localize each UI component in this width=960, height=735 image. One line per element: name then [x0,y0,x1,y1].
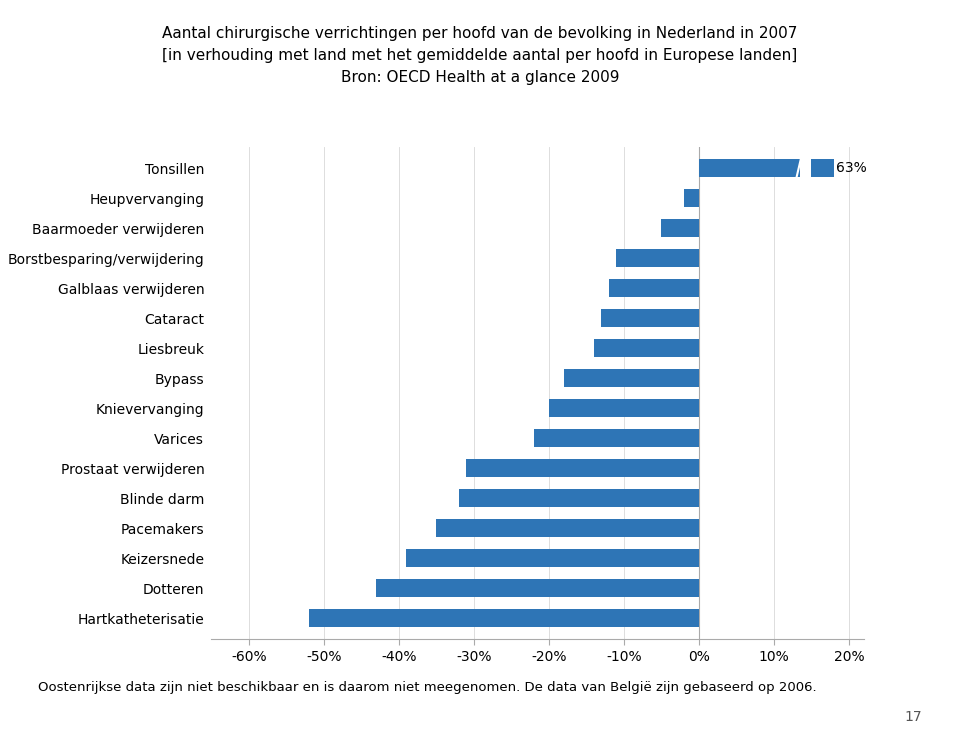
Text: Oostenrijkse data zijn niet beschikbaar en is daarom niet meegenomen. De data va: Oostenrijkse data zijn niet beschikbaar … [38,681,817,694]
Bar [684,189,699,207]
Text: Bron: OECD Health at a glance 2009: Bron: OECD Health at a glance 2009 [341,70,619,85]
Bar [436,520,699,537]
Bar [467,459,699,477]
Bar [661,219,699,237]
Text: Aantal chirurgische verrichtingen per hoofd van de bevolking in Nederland in 200: Aantal chirurgische verrichtingen per ho… [162,26,798,40]
Bar [699,159,801,177]
Text: [in verhouding met land met het gemiddelde aantal per hoofd in Europese landen]: [in verhouding met land met het gemiddel… [162,48,798,62]
Text: 17: 17 [904,709,922,724]
Bar [309,609,699,628]
Bar [811,159,834,177]
Bar [406,549,699,567]
Bar [609,279,699,297]
Bar [564,369,699,387]
Bar [459,490,699,507]
Bar [549,399,699,417]
Bar [616,249,699,267]
Text: 63%: 63% [836,161,867,175]
Bar [594,339,699,357]
Bar [601,309,699,327]
Bar [376,579,699,598]
Bar [534,429,699,448]
